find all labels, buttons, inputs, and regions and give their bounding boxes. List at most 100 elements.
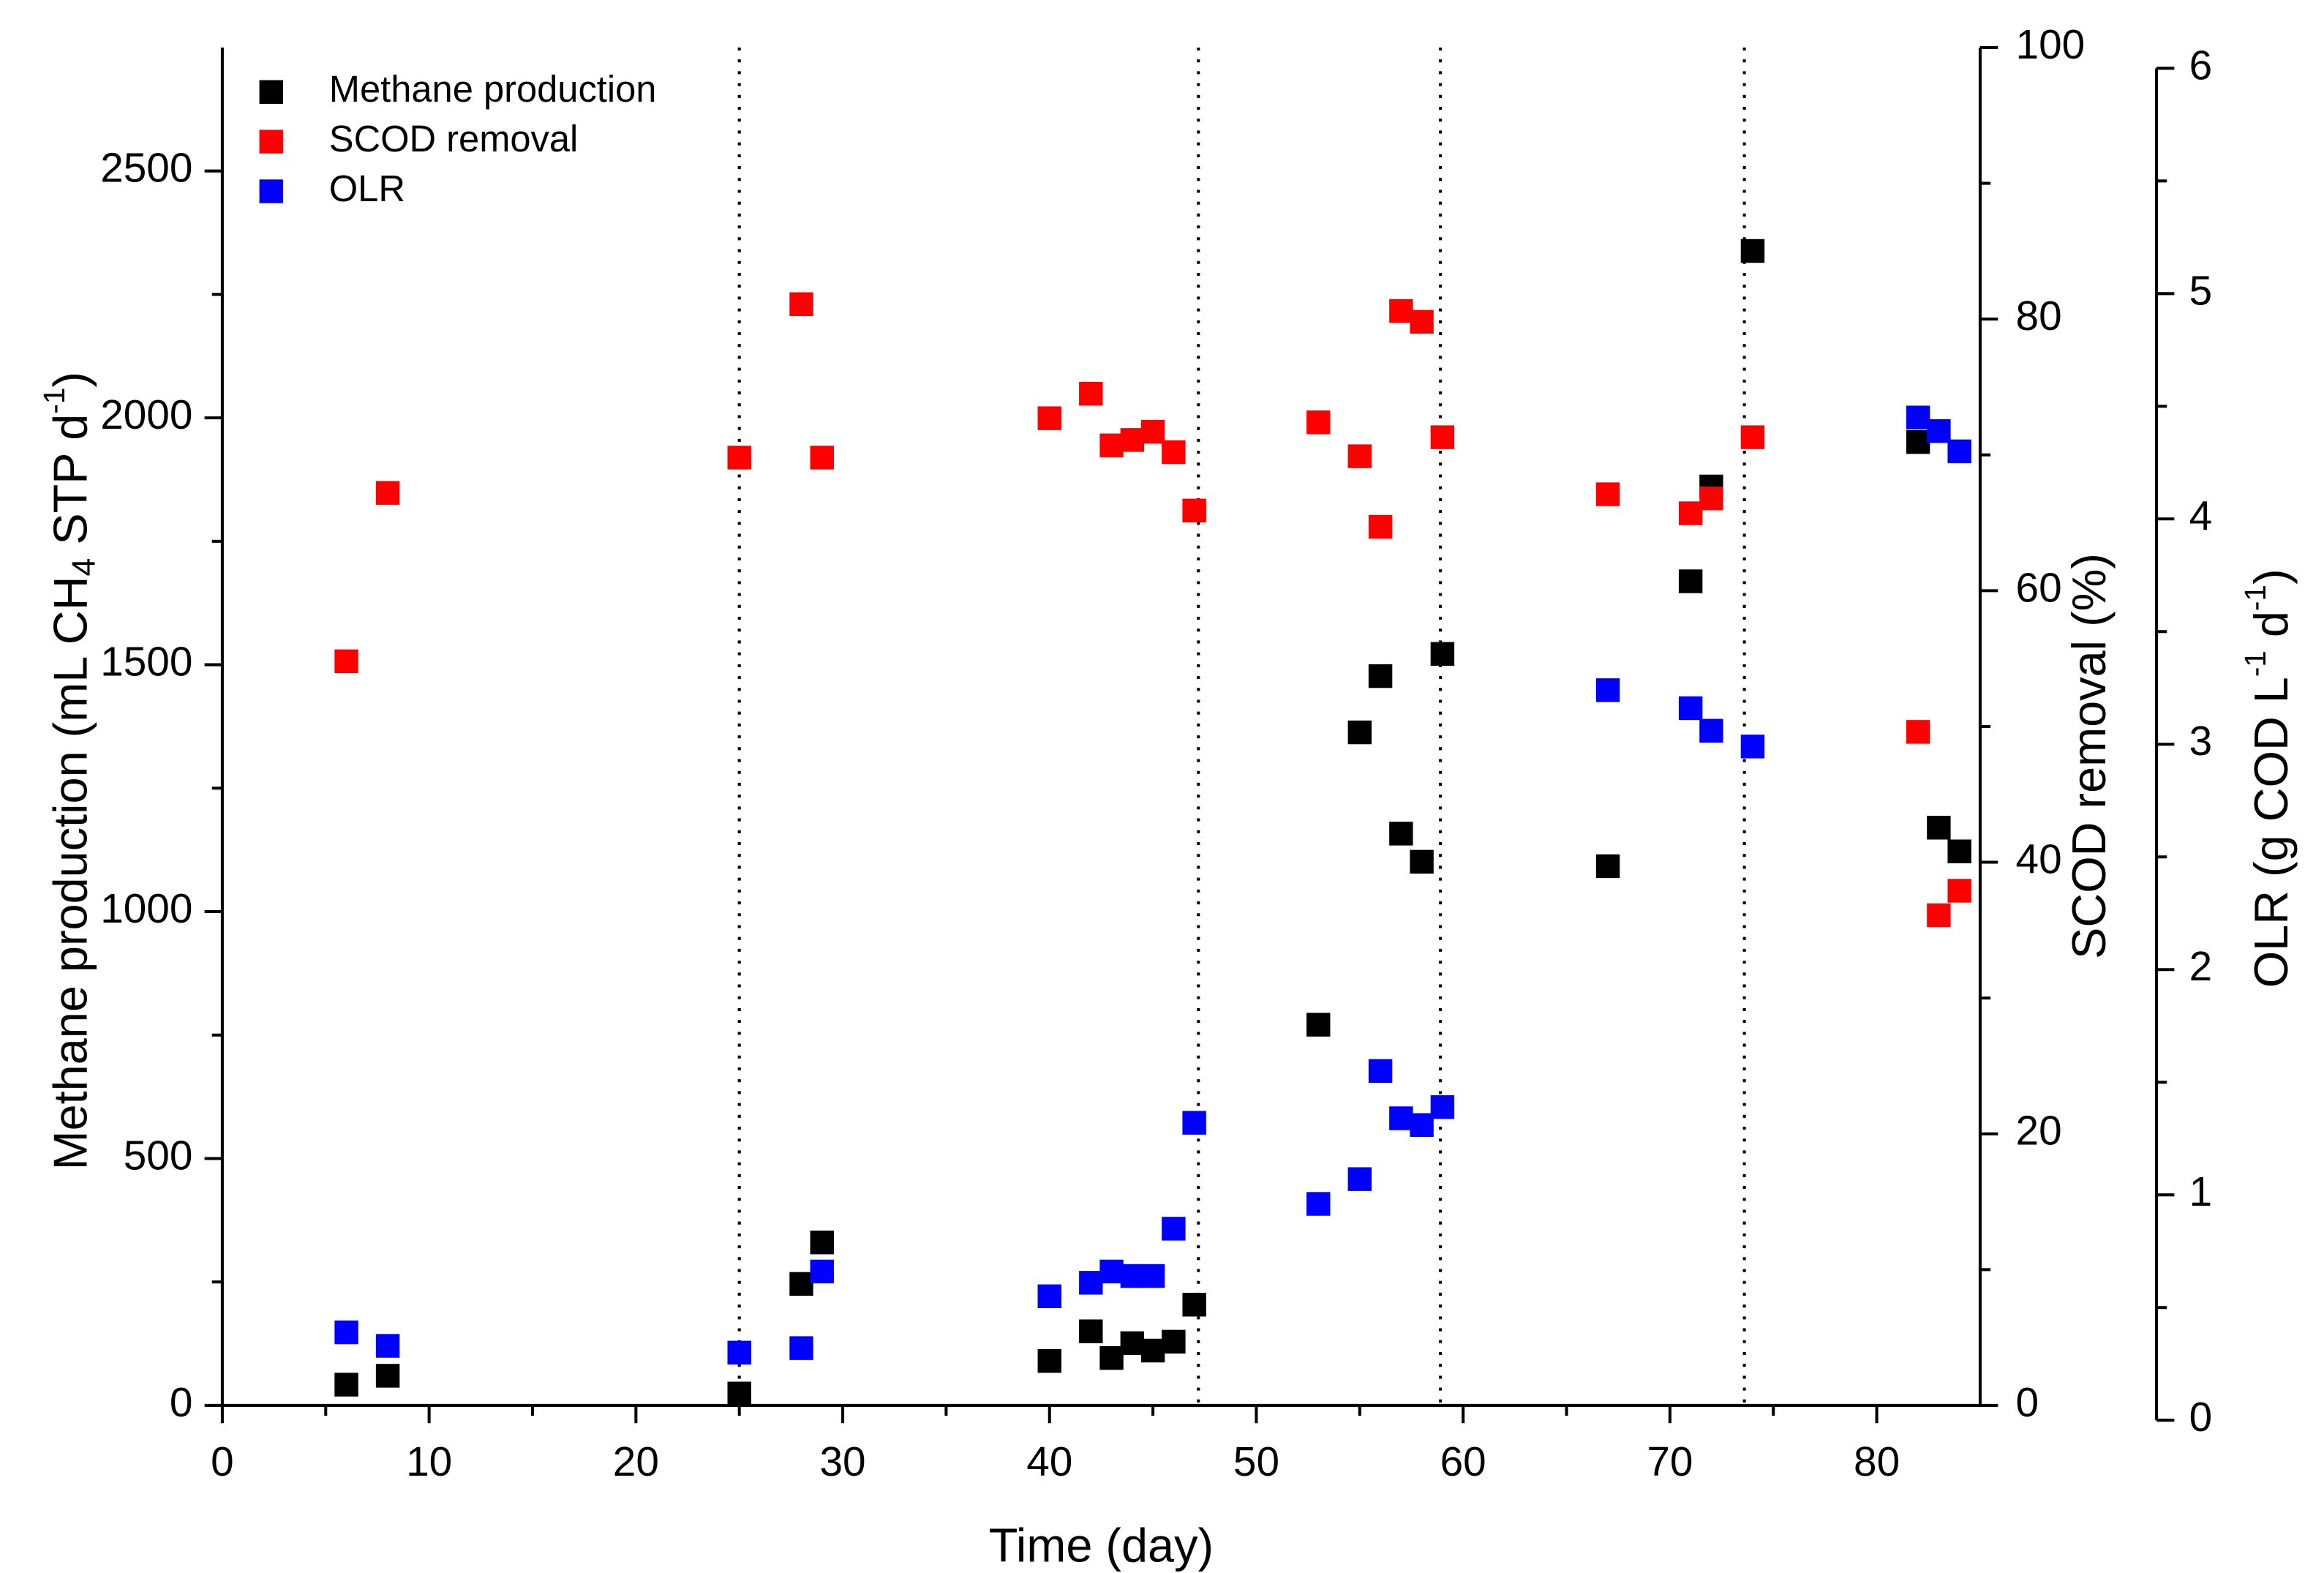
data-point xyxy=(1906,405,1930,429)
data-point xyxy=(811,1231,834,1254)
data-point xyxy=(334,650,358,673)
y3-tick-label: 0 xyxy=(2189,1394,2213,1441)
data-point xyxy=(1596,482,1620,506)
y-tick-label: 2500 xyxy=(100,146,192,192)
data-point xyxy=(811,1260,834,1283)
legend-label: Methane production xyxy=(329,68,657,110)
data-point xyxy=(1141,1264,1165,1288)
data-point xyxy=(1369,515,1392,538)
legend-swatch xyxy=(260,179,283,203)
y2-tick-label: 40 xyxy=(2016,837,2062,883)
data-point xyxy=(1038,406,1061,429)
legend-label: SCOD removal xyxy=(329,118,579,159)
data-point xyxy=(789,1336,813,1359)
y2-tick-label: 60 xyxy=(2016,565,2062,611)
data-point xyxy=(1369,664,1392,688)
x-tick-label: 0 xyxy=(211,1439,234,1485)
data-point xyxy=(334,1321,358,1344)
y3-tick-label: 2 xyxy=(2189,944,2213,990)
data-point xyxy=(1162,440,1185,464)
y2-tick-label: 0 xyxy=(2016,1380,2039,1426)
y-tick-label: 1500 xyxy=(100,639,192,686)
x-tick-label: 80 xyxy=(1854,1439,1900,1485)
y-axis-title: Methane production (mL CH4 STP d-1) xyxy=(37,372,102,1170)
data-point xyxy=(1410,310,1433,334)
data-point xyxy=(1306,1192,1330,1215)
y3-axis-title-part: d xyxy=(2244,611,2298,650)
y3-tick-label: 4 xyxy=(2189,493,2213,539)
x-tick-label: 40 xyxy=(1026,1439,1072,1485)
y3-tick-label: 5 xyxy=(2189,268,2213,314)
data-point xyxy=(376,1334,399,1357)
x-tick-label: 30 xyxy=(819,1439,865,1485)
data-point xyxy=(1099,1260,1123,1283)
data-point xyxy=(1079,1271,1102,1294)
data-point xyxy=(1431,425,1454,448)
data-point xyxy=(811,446,834,469)
data-point xyxy=(727,446,751,469)
y2-tick-label: 80 xyxy=(2016,293,2062,339)
data-point xyxy=(1306,410,1330,434)
data-point xyxy=(1099,434,1123,457)
data-point xyxy=(1679,569,1702,593)
data-point xyxy=(1182,499,1206,522)
data-point xyxy=(1079,382,1102,405)
data-point xyxy=(1906,720,1930,743)
data-point xyxy=(1099,1346,1123,1370)
data-point xyxy=(1121,428,1144,451)
y-axis-title-part: ) xyxy=(43,372,97,388)
x-tick-label: 50 xyxy=(1233,1439,1279,1485)
y2-axis-title: SCOD removal (%) xyxy=(2062,553,2116,959)
y-tick-label: 2000 xyxy=(100,392,192,438)
y3-tick-label: 6 xyxy=(2189,42,2213,89)
data-point xyxy=(1121,1264,1144,1288)
data-point xyxy=(376,1364,399,1387)
y2-tick-label: 20 xyxy=(2016,1108,2062,1155)
data-point xyxy=(727,1341,751,1364)
data-point xyxy=(1038,1349,1061,1373)
data-point xyxy=(1741,239,1764,263)
data-point xyxy=(1389,299,1413,323)
data-point xyxy=(376,481,399,505)
y2-tick-label: 100 xyxy=(2016,22,2086,68)
data-point xyxy=(1162,1217,1185,1240)
data-point xyxy=(1679,501,1702,525)
legend-label: OLR xyxy=(329,168,405,209)
y3-axis-title-sup: -1 xyxy=(2238,585,2272,611)
data-point xyxy=(1927,419,1950,443)
data-point xyxy=(1348,1167,1372,1190)
y-tick-label: 500 xyxy=(124,1133,193,1179)
data-point xyxy=(1306,1013,1330,1036)
data-point xyxy=(1121,1332,1144,1355)
x-tick-label: 10 xyxy=(406,1439,452,1485)
data-point xyxy=(1162,1330,1185,1354)
y3-tick-label: 1 xyxy=(2189,1169,2213,1215)
y3-axis-title-sup: -1 xyxy=(2238,650,2272,677)
data-point xyxy=(1741,425,1764,448)
data-point xyxy=(1431,1095,1454,1119)
y3-tick-label: 3 xyxy=(2189,718,2213,765)
legend-swatch xyxy=(260,129,283,153)
y3-axis-title: OLR (g COD L-1 d-1) xyxy=(2238,568,2298,988)
data-point xyxy=(1182,1293,1206,1316)
data-point xyxy=(1389,822,1413,845)
data-point xyxy=(1141,420,1165,443)
data-point xyxy=(1947,440,1971,463)
data-point xyxy=(1699,719,1723,743)
data-point xyxy=(1927,816,1950,839)
y3-axis-title-part: OLR (g COD L xyxy=(2244,677,2298,988)
x-tick-label: 70 xyxy=(1647,1439,1693,1485)
data-point xyxy=(1348,721,1372,744)
legend-swatch xyxy=(260,80,283,104)
y-tick-label: 0 xyxy=(170,1380,193,1426)
data-point xyxy=(1431,642,1454,666)
data-point xyxy=(1369,1059,1392,1083)
y-tick-label: 1000 xyxy=(100,886,192,932)
y-axis-title-sup: -1 xyxy=(37,388,71,414)
data-point xyxy=(1038,1285,1061,1308)
data-point xyxy=(1906,430,1930,454)
data-point xyxy=(1389,1106,1413,1130)
data-point xyxy=(1141,1339,1165,1362)
x-tick-label: 20 xyxy=(613,1439,659,1485)
data-point xyxy=(1410,1114,1433,1137)
